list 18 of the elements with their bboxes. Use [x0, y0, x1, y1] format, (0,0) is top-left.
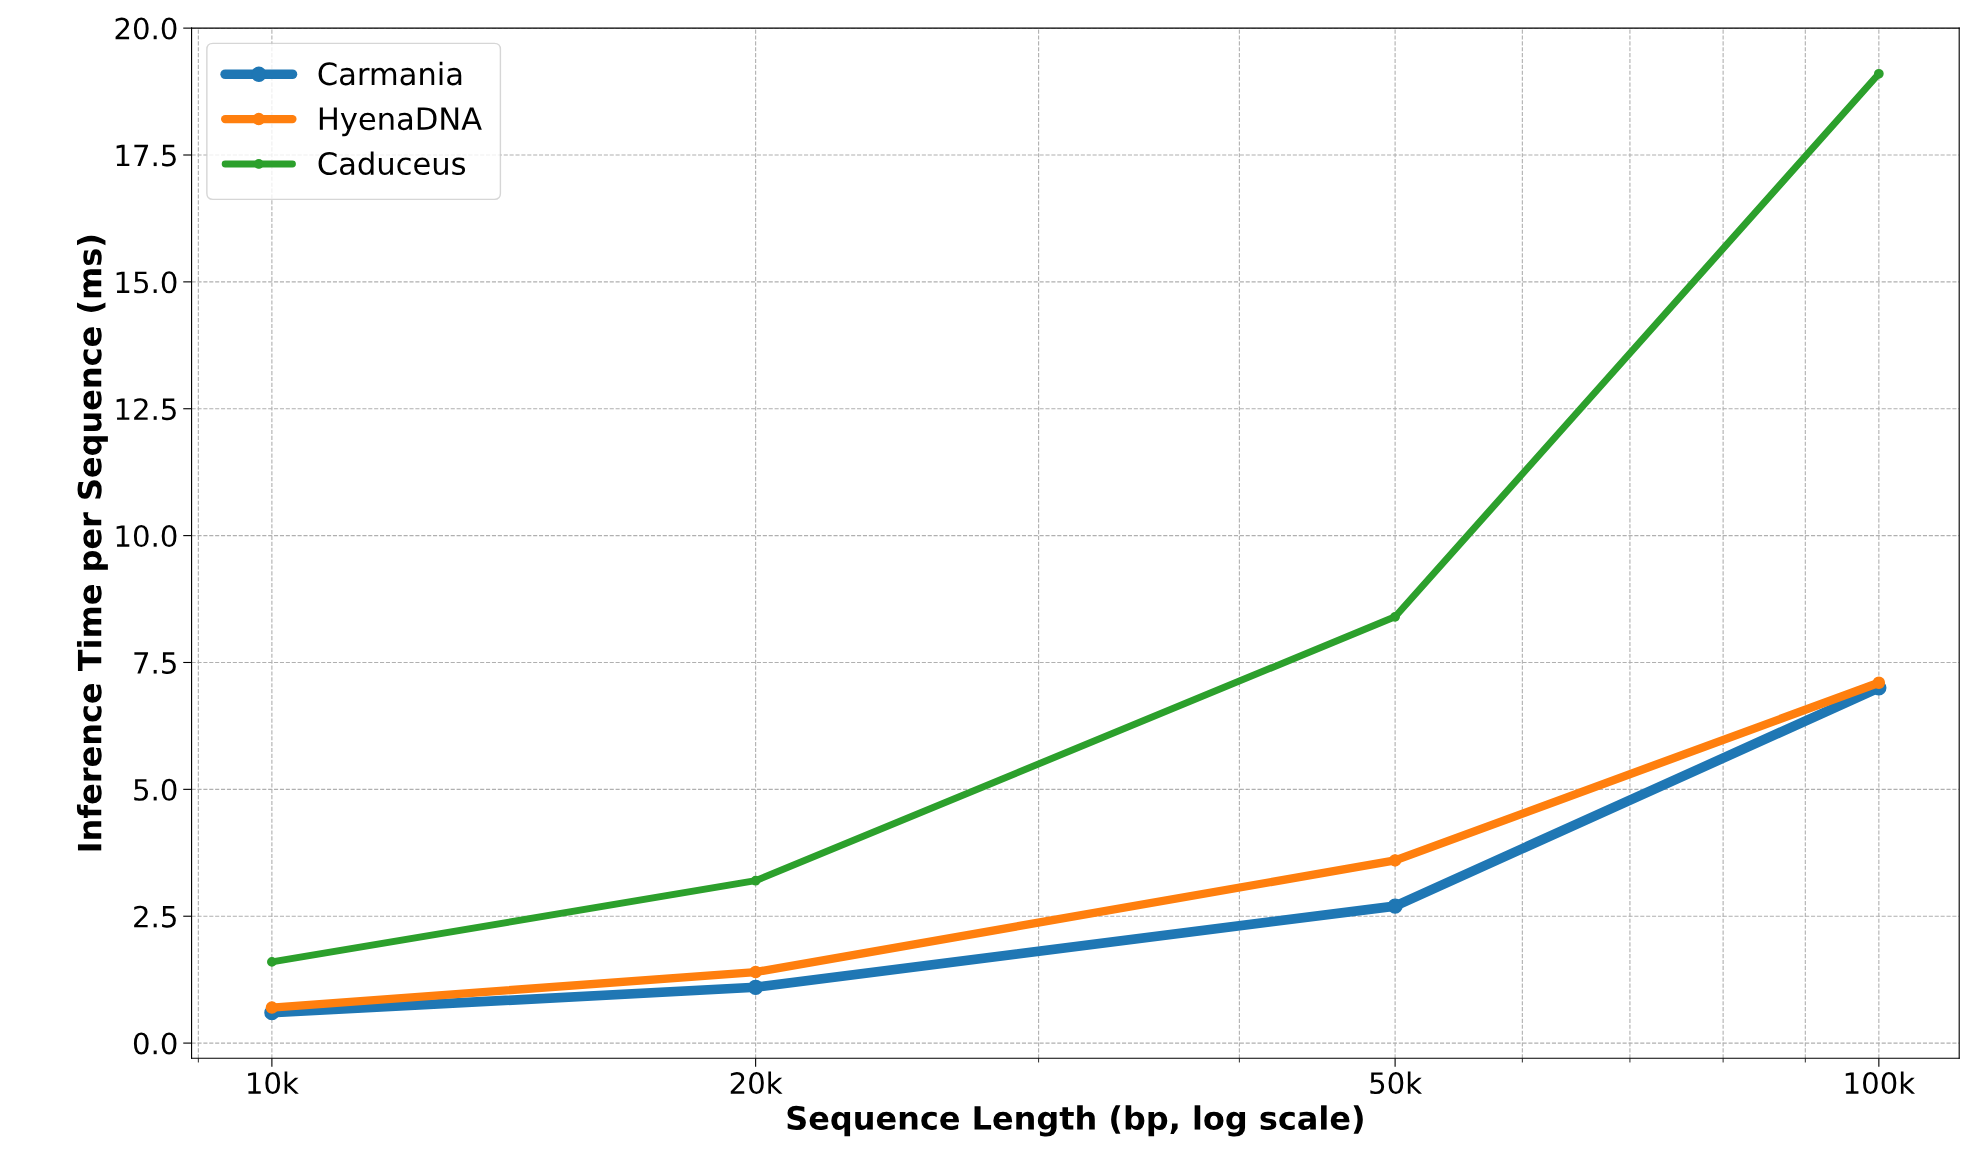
x-tick-label: 10k	[248, 1071, 299, 1095]
legend-label: Caduceus	[318, 151, 466, 176]
x-tick-label: 20k	[730, 1071, 783, 1095]
x-tick-label: 100k	[1845, 1071, 1916, 1095]
y-axis-title: Inference Time per Sequence (ms)	[76, 235, 108, 851]
y-tick-label: 10.0	[116, 525, 177, 548]
y-tick-label: 12.5	[116, 398, 176, 421]
legend-label: Carmania	[318, 61, 462, 86]
y-tick-label: 20.0	[115, 17, 177, 40]
legend-label: HyenaDNA	[319, 107, 482, 137]
y-tick-label: 7.5	[134, 652, 176, 674]
y-tick-label: 15.0	[116, 271, 177, 294]
y-tick-label: 2.5	[134, 905, 176, 928]
x-axis-title: Sequence Length (bp, log scale)	[787, 1105, 1363, 1137]
y-tick-label: 0.0	[133, 1032, 177, 1055]
y-tick-label: 5.0	[134, 778, 177, 801]
x-tick-label: 50k	[1370, 1071, 1423, 1095]
y-tick-label: 17.5	[116, 144, 176, 167]
